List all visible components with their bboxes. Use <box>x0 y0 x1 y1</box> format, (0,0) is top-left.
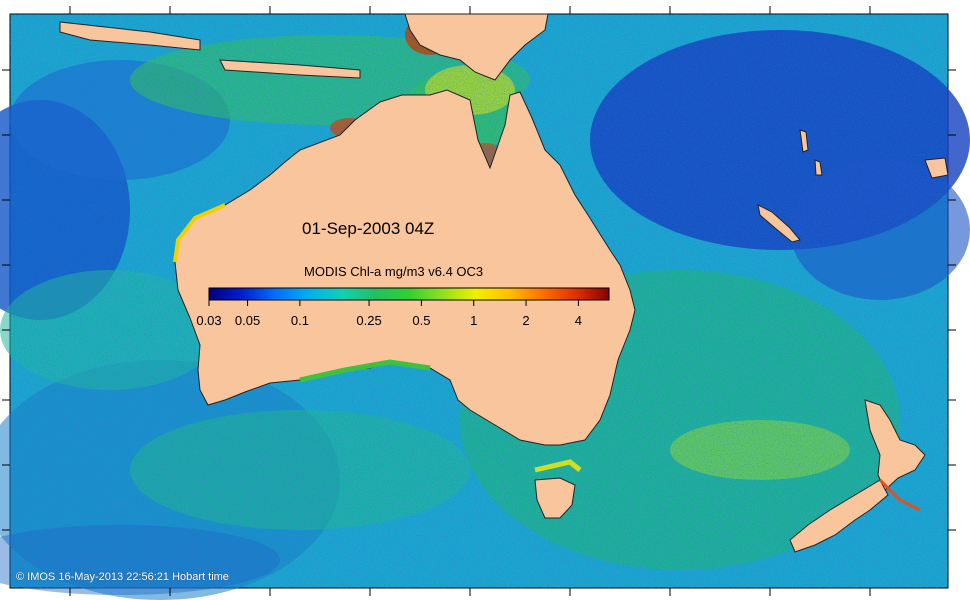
colorbar-tick-label: 0.05 <box>234 313 261 328</box>
land <box>59 13 949 553</box>
frame-tick-marks <box>2 6 956 596</box>
colorbar-tick-label: 0.5 <box>412 313 431 328</box>
colorbar <box>208 287 610 306</box>
north-island-nz <box>864 399 926 491</box>
date-label: 01-Sep-2003 04Z <box>302 219 435 238</box>
timor-islands <box>219 59 361 79</box>
bloom-bight <box>299 359 431 383</box>
new-guinea <box>404 13 549 81</box>
colorbar-tick-label: 1 <box>470 313 478 328</box>
colorbar-tick-label: 2 <box>522 313 530 328</box>
colorbar-tick-label: 0.25 <box>356 313 382 328</box>
colorbar-scale <box>208 287 610 301</box>
colorbar-title: MODIS Chl-a mg/m3 v6.4 OC3 <box>304 264 484 279</box>
indonesia-islands <box>59 21 201 51</box>
bloom-nz-east <box>878 478 921 512</box>
australia-landmass <box>174 89 636 446</box>
colorbar-tick-label: 0.03 <box>196 313 222 328</box>
credit-label: © IMOS 16-May-2013 22:56:21 Hobart time <box>16 571 229 583</box>
fiji-islands <box>924 157 949 179</box>
colorbar-ticks <box>208 300 579 306</box>
bloom-bass-strait <box>534 459 582 473</box>
south-island-nz <box>789 479 889 553</box>
bloom-west-coast <box>173 203 226 263</box>
colorbar-tick-label: 0.1 <box>290 313 309 328</box>
tasmania <box>534 477 576 519</box>
colorbar-tick-label: 4 <box>574 313 582 328</box>
vanuatu-islands <box>799 129 823 176</box>
coastal-blooms <box>173 203 921 512</box>
new-caledonia <box>757 204 801 243</box>
